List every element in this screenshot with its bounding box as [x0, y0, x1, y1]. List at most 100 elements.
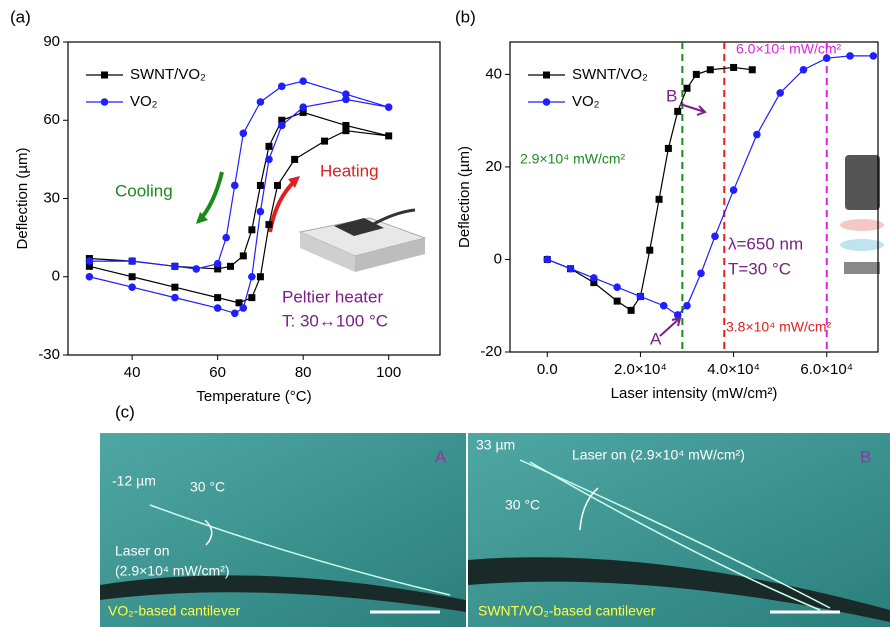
data-point [171, 263, 179, 271]
data-point [730, 64, 737, 71]
data-point [823, 54, 831, 62]
data-point [265, 143, 272, 150]
y-axis-label: Deflection (µm) [14, 147, 31, 249]
legend-marker [543, 98, 551, 106]
data-point [385, 103, 393, 111]
data-point [656, 196, 663, 203]
photo-text: Laser on [115, 543, 169, 559]
data-point [291, 156, 298, 163]
data-point [214, 260, 222, 268]
pointer-arrow [660, 318, 680, 336]
data-point [342, 90, 350, 98]
annotation: Heating [320, 161, 379, 180]
data-point [299, 77, 307, 85]
photo-text: 30 °C [190, 479, 225, 495]
data-point [660, 302, 668, 310]
data-point [730, 186, 738, 194]
data-point [265, 156, 273, 164]
data-point [86, 257, 94, 265]
photo-left [100, 433, 466, 627]
data-point [707, 66, 714, 73]
photo-text: -12 µm [112, 473, 156, 489]
y-tick-label: -30 [38, 346, 60, 363]
x-tick-label: 0.0 [537, 361, 558, 378]
photo-caption: VO₂-based cantilever [108, 603, 241, 619]
data-point [665, 145, 672, 152]
y-tick-label: 60 [43, 111, 60, 128]
photo-text: 30 °C [505, 497, 540, 513]
data-point [846, 52, 854, 60]
annotation: T: 30↔100 °C [282, 311, 388, 330]
x-tick-label: 2.0×10⁴ [614, 361, 667, 378]
data-point [684, 85, 691, 92]
legend-label: VO₂ [130, 93, 158, 110]
data-point [86, 273, 94, 281]
data-point [278, 122, 286, 130]
data-point [342, 122, 349, 129]
photo-caption: SWNT/VO₂-based cantilever [478, 603, 656, 619]
data-point [231, 182, 239, 190]
data-point [613, 283, 621, 291]
data-point [385, 132, 392, 139]
data-point [227, 263, 234, 270]
data-point [800, 66, 808, 74]
x-tick-label: 100 [376, 364, 401, 381]
x-tick-label: 4.0×10⁴ [707, 361, 760, 378]
legend-marker [543, 72, 550, 79]
legend-marker [101, 98, 109, 106]
data-point [240, 129, 248, 137]
peltier-inset [300, 210, 425, 272]
reference-label: 3.8×10⁴ mW/cm² [726, 319, 832, 335]
y-tick-label: 90 [43, 33, 60, 50]
photo-tag: A [435, 447, 447, 466]
y-tick-label: 0 [494, 250, 502, 267]
data-point [231, 309, 239, 317]
x-axis-label: Laser intensity (mW/cm²) [611, 385, 778, 402]
data-point [248, 294, 255, 301]
data-point [240, 304, 248, 312]
heating-arrow [270, 180, 296, 232]
panel-label: (a) [10, 7, 31, 26]
data-point [222, 234, 230, 242]
data-point [128, 257, 136, 265]
x-tick-label: 60 [209, 364, 226, 381]
data-point [614, 298, 621, 305]
data-point [257, 98, 265, 106]
photo-tag: B [860, 447, 871, 466]
figure: (c) A -12 µm 30 °C Laser on (2.9×10⁴ mW/… [0, 0, 890, 627]
data-point [674, 108, 681, 115]
data-point [248, 226, 255, 233]
data-point [257, 208, 265, 216]
y-tick-label: 30 [43, 189, 60, 206]
data-point [192, 265, 200, 273]
data-point [870, 52, 878, 60]
data-point [776, 89, 784, 97]
data-point [683, 302, 691, 310]
reference-label: 2.9×10⁴ mW/cm² [520, 151, 626, 167]
annotation: Cooling [115, 181, 173, 200]
y-tick-label: -20 [480, 343, 502, 360]
data-point [257, 273, 264, 280]
legend-label: SWNT/VO₂ [572, 66, 648, 83]
x-tick-label: 40 [124, 364, 141, 381]
annotation: A [650, 329, 662, 348]
data-point [171, 294, 179, 302]
data-point [697, 270, 705, 278]
data-point [299, 103, 307, 111]
data-point [749, 66, 756, 73]
x-axis-label: Temperature (°C) [196, 388, 311, 405]
data-point [590, 274, 598, 282]
data-point [278, 83, 286, 91]
data-point [711, 233, 719, 241]
data-point [171, 284, 178, 291]
y-tick-label: 20 [485, 158, 502, 175]
x-tick-label: 6.0×10⁴ [800, 361, 853, 378]
data-point [628, 307, 635, 314]
data-point [214, 294, 221, 301]
data-point [129, 273, 136, 280]
data-point [248, 273, 256, 281]
annotation: Peltier heater [282, 287, 383, 306]
y-axis-label: Deflection (µm) [456, 146, 473, 248]
data-point [128, 283, 136, 291]
data-point [753, 131, 761, 139]
